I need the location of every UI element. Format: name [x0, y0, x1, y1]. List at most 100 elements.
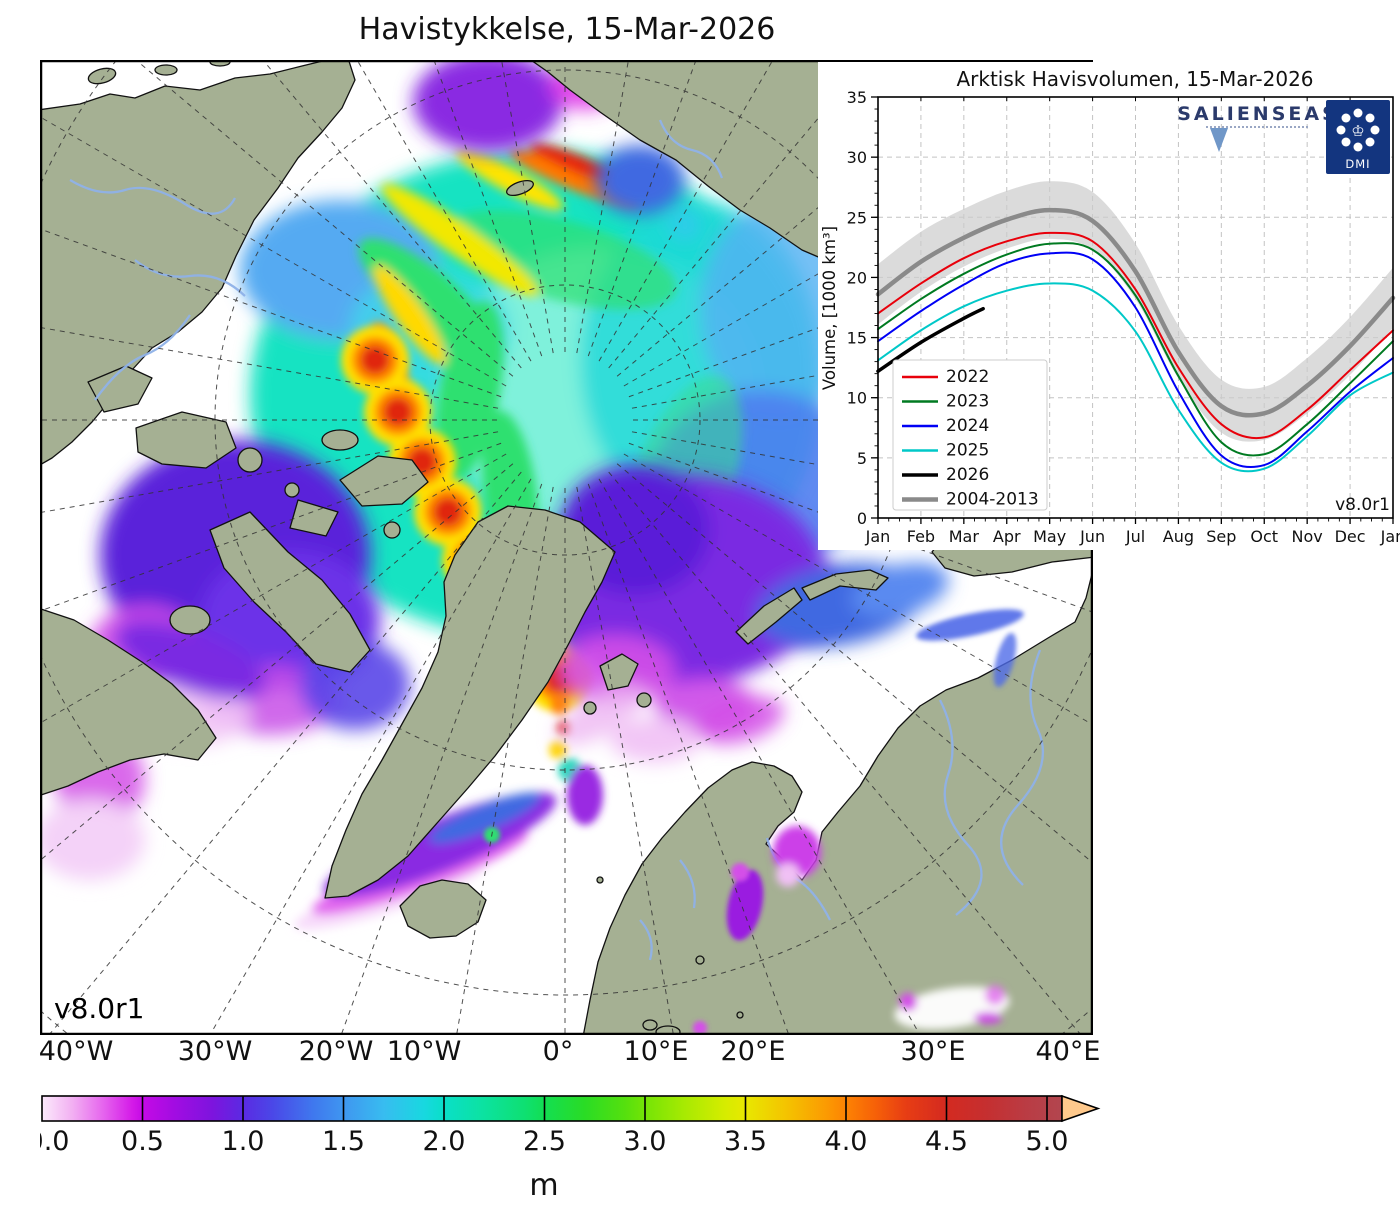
se-greenland-ice-band — [294, 792, 557, 930]
svg-text:2.5: 2.5 — [523, 1126, 566, 1154]
lon-label: 40°W — [38, 1036, 114, 1067]
month-tick-label: Oct — [1250, 527, 1278, 546]
chart-axes: JanFebMarAprMayJunJulAugSepOctNovDecJan0… — [847, 88, 1400, 546]
lon-label: 0° — [542, 1036, 574, 1067]
meridian-line — [40, 326, 499, 409]
land-victoria-island — [135, 411, 237, 469]
lon-label: 30°W — [177, 1036, 253, 1067]
meridian-line — [40, 463, 514, 862]
dmi-logo-dots — [1336, 108, 1380, 152]
month-tick-label: Nov — [1292, 527, 1323, 546]
month-tick-label: Mar — [949, 527, 980, 546]
meridian-line — [433, 60, 543, 357]
y-tick-label: 15 — [847, 329, 867, 348]
colorbar-labels: 0.0 0.5 1.0 1.5 2.0 2.5 3.0 3.5 4.0 4.5 … — [27, 1126, 1069, 1157]
chart-ylabel: Volume, [1000 km³] — [820, 226, 839, 390]
svg-text:2.0: 2.0 — [423, 1126, 466, 1154]
island — [383, 521, 401, 539]
series-line-2023 — [877, 242, 1394, 457]
meridian-line — [262, 60, 522, 369]
meridian-line — [587, 60, 697, 357]
lon-label: 10°E — [623, 1036, 689, 1067]
meridian-line — [209, 478, 532, 1035]
dmi-logo: ♔ DMI — [1326, 100, 1390, 174]
island-wrangel — [506, 179, 534, 197]
meridian-line — [501, 60, 554, 354]
island-jan-mayen — [596, 876, 604, 884]
land-denmark — [642, 1019, 658, 1031]
legend-label-2026: 2026 — [946, 465, 989, 485]
colorbar-arrow-icon — [1061, 1094, 1101, 1123]
land-novaya-zemlya-s — [735, 587, 803, 645]
month-tick-label: Jan — [865, 527, 891, 546]
month-tick-label: Apr — [993, 527, 1021, 546]
svg-text:5.0: 5.0 — [1026, 1126, 1069, 1154]
climatology-band — [878, 181, 1393, 442]
island — [284, 482, 300, 498]
month-tick-label: Jun — [1079, 527, 1105, 546]
meridian-line — [598, 478, 921, 1035]
meridian-line — [456, 486, 554, 1035]
y-tick-label: 25 — [847, 208, 867, 227]
svg-text:3.0: 3.0 — [624, 1126, 667, 1154]
rivers — [69, 119, 1045, 961]
salienseas-logo: SALIENSEAS — [1177, 103, 1339, 152]
inland-sea-ice — [693, 609, 1024, 1035]
meridian-line — [356, 60, 532, 362]
meridian-line — [631, 326, 1093, 409]
y-tick-label: 20 — [847, 268, 867, 287]
land-labrador — [40, 607, 217, 797]
meridian-line — [135, 60, 514, 377]
svg-text:4.5: 4.5 — [925, 1126, 968, 1154]
land-iceland — [399, 879, 487, 939]
legend-label-2023: 2023 — [946, 392, 989, 412]
series-line-2022 — [877, 231, 1394, 440]
colorbar-gradient — [41, 1095, 1063, 1122]
lon-label: 20°E — [720, 1036, 786, 1067]
meridian-line — [608, 60, 868, 369]
meridian-line — [616, 60, 995, 377]
y-tick-label: 35 — [847, 88, 867, 107]
colorbar-ticks — [141, 1096, 1048, 1121]
chart-version-label: v8.0r1 — [1335, 495, 1390, 515]
series-line-2024 — [877, 251, 1394, 469]
meridian-line — [628, 227, 1093, 398]
meridian-line — [40, 442, 502, 612]
meridian-line — [40, 431, 499, 514]
meridian-line — [616, 463, 1093, 864]
latitude-circle — [429, 284, 701, 556]
svg-text:0.5: 0.5 — [121, 1126, 164, 1154]
land-novaya-zemlya-n — [801, 569, 889, 601]
meridian-line — [631, 431, 1093, 514]
meridian-line — [598, 60, 774, 362]
series-line-2004-2013 — [875, 207, 1396, 418]
land-baffin-island — [209, 511, 371, 673]
island — [169, 605, 211, 635]
legend-label-2004-2013: 2004-2013 — [946, 490, 1039, 510]
lon-label: 20°W — [298, 1036, 374, 1067]
land-svalbard — [599, 653, 639, 691]
svg-text:3.5: 3.5 — [724, 1126, 767, 1154]
chart-series — [875, 181, 1396, 473]
dmi-crown-icon: ♔ — [1351, 122, 1364, 140]
salienseas-logo-text: SALIENSEAS — [1177, 103, 1339, 125]
lon-label: 30°E — [900, 1036, 966, 1067]
island — [87, 67, 117, 85]
month-tick-label: Feb — [907, 527, 935, 546]
island — [237, 447, 263, 473]
page-title: Havistykkelse, 15-Mar-2026 — [358, 12, 776, 47]
map-version-label: v8.0r1 — [54, 992, 144, 1025]
meridian-line — [40, 228, 502, 398]
salienseas-sail-icon — [1210, 128, 1228, 152]
meridian-line — [576, 60, 629, 354]
y-tick-label: 5 — [857, 449, 867, 468]
month-tick-label: Dec — [1335, 527, 1366, 546]
meridian-line — [40, 453, 507, 724]
meridian-line — [40, 116, 507, 387]
month-tick-label: May — [1033, 527, 1066, 546]
thickness-colorbar: 0.0 0.5 1.0 1.5 2.0 2.5 3.0 3.5 4.0 4.5 … — [27, 1092, 1110, 1157]
y-tick-label: 10 — [847, 389, 867, 408]
svg-text:4.0: 4.0 — [825, 1126, 868, 1154]
lon-label: 40°E — [1035, 1036, 1101, 1067]
month-tick-label: Aug — [1163, 527, 1194, 546]
